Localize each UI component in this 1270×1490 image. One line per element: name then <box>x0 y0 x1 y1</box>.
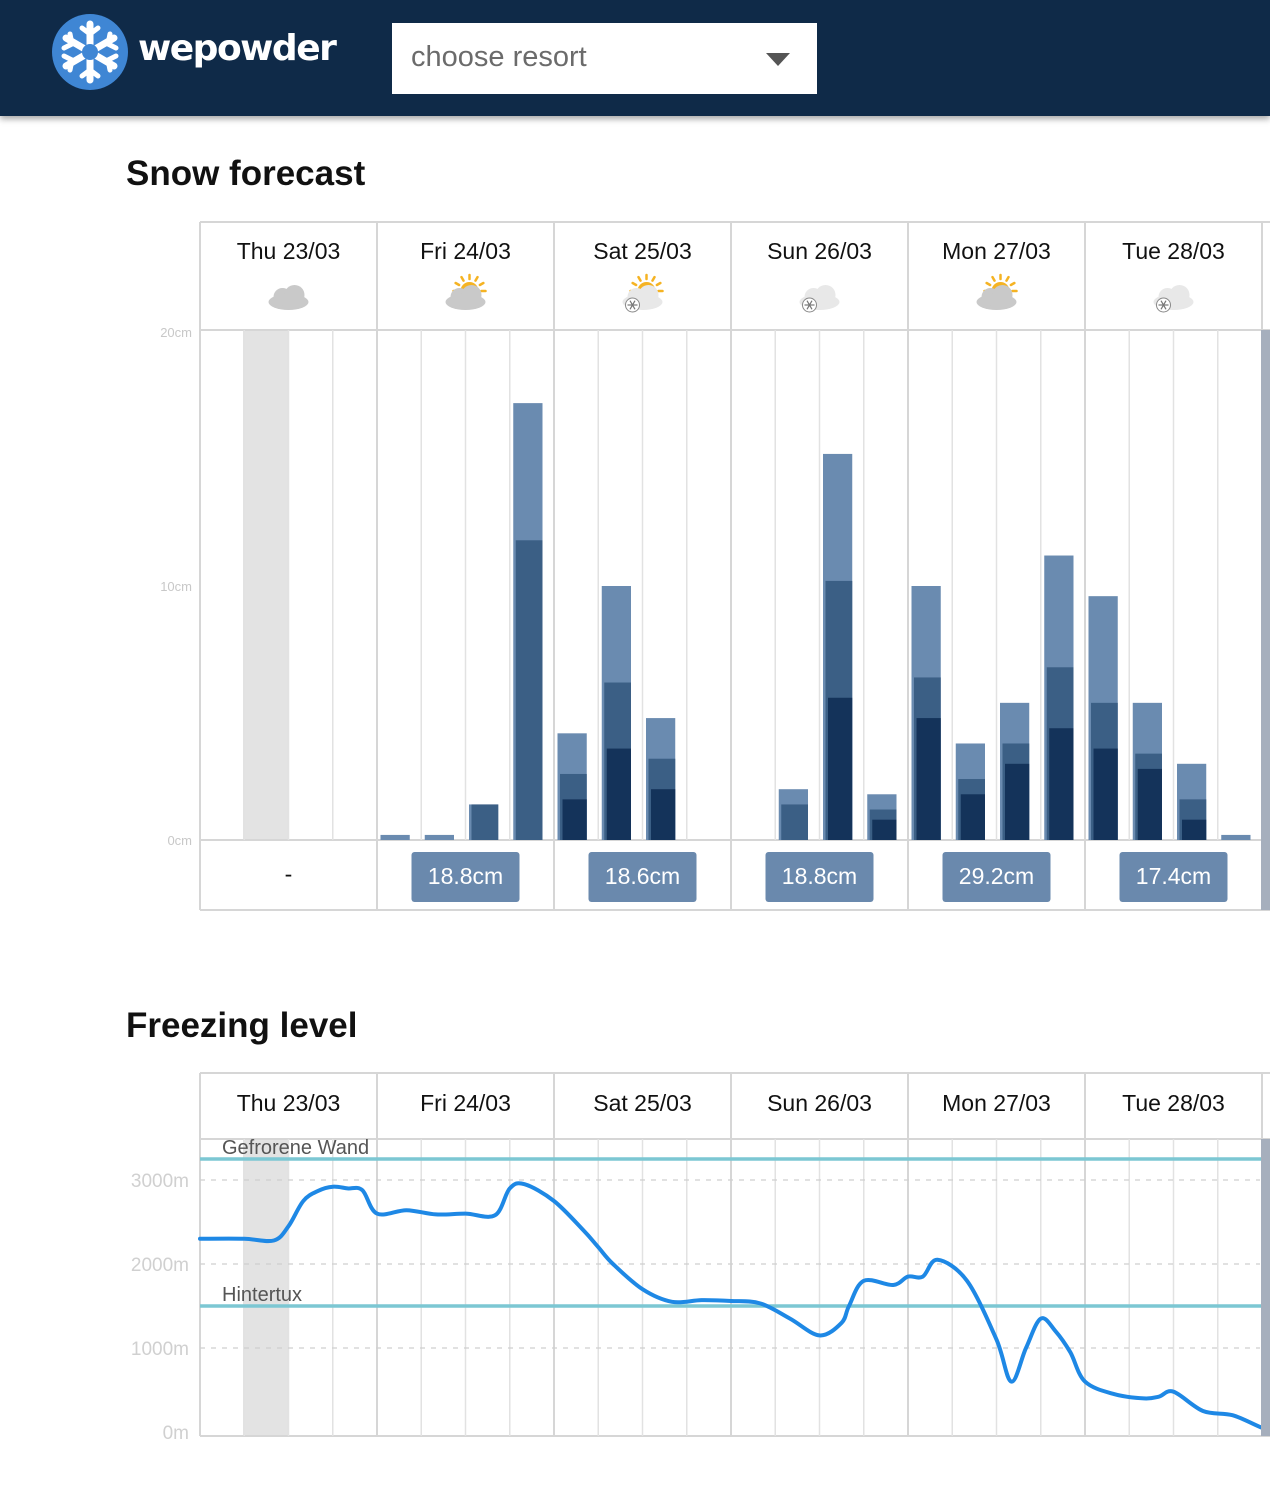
chevron-down-icon <box>766 53 790 66</box>
snow-bar-dark[interactable] <box>562 799 587 840</box>
day-header-label: Tue 28/03 <box>1122 238 1225 264</box>
sun-cloud-snow-icon <box>622 273 664 313</box>
snow-bar-light[interactable] <box>424 834 454 840</box>
snow-bar-mid[interactable] <box>515 540 543 840</box>
day-total-badge: 18.8cm <box>411 852 520 902</box>
day-header-label: Thu 23/03 <box>237 238 341 264</box>
day-total-badge: 18.8cm <box>765 852 874 902</box>
y-axis-tick-label: 2000m <box>131 1255 189 1276</box>
resort-select-placeholder: choose resort <box>411 41 587 73</box>
day-total-badge: 18.6cm <box>588 852 697 902</box>
snow-bar-light[interactable] <box>1221 834 1251 840</box>
day-header-label: Sat 25/03 <box>593 1090 691 1116</box>
day-total-value: 18.8cm <box>782 863 857 889</box>
day-total-value: 17.4cm <box>1136 863 1211 889</box>
snow-forecast-title: Snow forecast <box>126 154 366 193</box>
day-header-label: Tue 28/03 <box>1122 1090 1225 1116</box>
cloud-icon <box>268 285 309 310</box>
snow-bar-dark[interactable] <box>1137 768 1162 840</box>
snow-bar-dark[interactable] <box>651 789 676 840</box>
day-total-empty: - <box>285 861 293 887</box>
snow-bar-dark[interactable] <box>1049 728 1074 840</box>
snow-bar-dark[interactable] <box>1182 819 1207 840</box>
sun-cloud-icon <box>976 273 1018 310</box>
sun-cloud-icon <box>445 273 487 310</box>
snow-bar-light[interactable] <box>380 834 410 840</box>
y-axis-tick-label: 0m <box>163 1423 189 1444</box>
snow-bar-dark[interactable] <box>828 697 853 840</box>
top-bar: wepowder choose resort <box>0 0 1270 116</box>
snow-bar-dark[interactable] <box>1005 763 1030 840</box>
day-total-badge: 17.4cm <box>1119 852 1228 902</box>
current-time-highlight <box>243 330 288 840</box>
snow-forecast-chart: Thu 23/03 Fri 24/03 Sat 25/03 Sun 26/03 Mon … <box>160 221 1270 911</box>
day-header-label: Thu 23/03 <box>237 1090 341 1116</box>
snowflake-logo-icon[interactable] <box>52 14 128 90</box>
y-axis-tick-label: 10cm <box>160 579 192 594</box>
y-axis-tick-label: 20cm <box>160 325 192 340</box>
day-total-value: 29.2cm <box>959 863 1034 889</box>
snow-bar-dark[interactable] <box>916 718 941 840</box>
day-header-label: Sun 26/03 <box>767 238 872 264</box>
station-label: Hintertux <box>222 1284 302 1306</box>
snow-bar-mid[interactable] <box>781 804 808 840</box>
y-axis-tick-label: 0cm <box>167 833 192 848</box>
y-axis-tick-label: 1000m <box>131 1339 189 1360</box>
app-name[interactable]: wepowder <box>138 28 337 69</box>
day-header-label: Sun 26/03 <box>767 1090 872 1116</box>
day-header-label: Mon 27/03 <box>942 1090 1051 1116</box>
current-time-highlight <box>243 1139 288 1436</box>
day-total-badge: 29.2cm <box>942 852 1051 902</box>
snow-bar-dark[interactable] <box>1093 748 1118 840</box>
horizontal-scrollbar-edge[interactable] <box>1261 1139 1270 1436</box>
snow-bar-dark[interactable] <box>606 748 631 840</box>
cloud-snow-icon <box>799 285 840 313</box>
station-label: Gefrorene Wand <box>222 1137 369 1159</box>
y-axis-tick-label: 3000m <box>131 1171 189 1192</box>
snow-bar-mid[interactable] <box>471 804 499 840</box>
horizontal-scrollbar-edge[interactable] <box>1261 330 1270 910</box>
freezing-level-title: Freezing level <box>126 1006 358 1045</box>
cloud-snow-icon <box>1153 285 1194 313</box>
snow-bar-dark[interactable] <box>960 794 985 840</box>
freezing-level-line <box>198 1181 1270 1433</box>
day-header-label: Mon 27/03 <box>942 238 1051 264</box>
resort-select[interactable]: choose resort <box>392 23 817 94</box>
day-total-value: 18.6cm <box>605 863 680 889</box>
day-header-label: Fri 24/03 <box>420 238 511 264</box>
day-header-label: Sat 25/03 <box>593 238 691 264</box>
day-total-value: 18.8cm <box>428 863 503 889</box>
day-header-label: Fri 24/03 <box>420 1090 511 1116</box>
snow-bar-dark[interactable] <box>872 819 897 840</box>
